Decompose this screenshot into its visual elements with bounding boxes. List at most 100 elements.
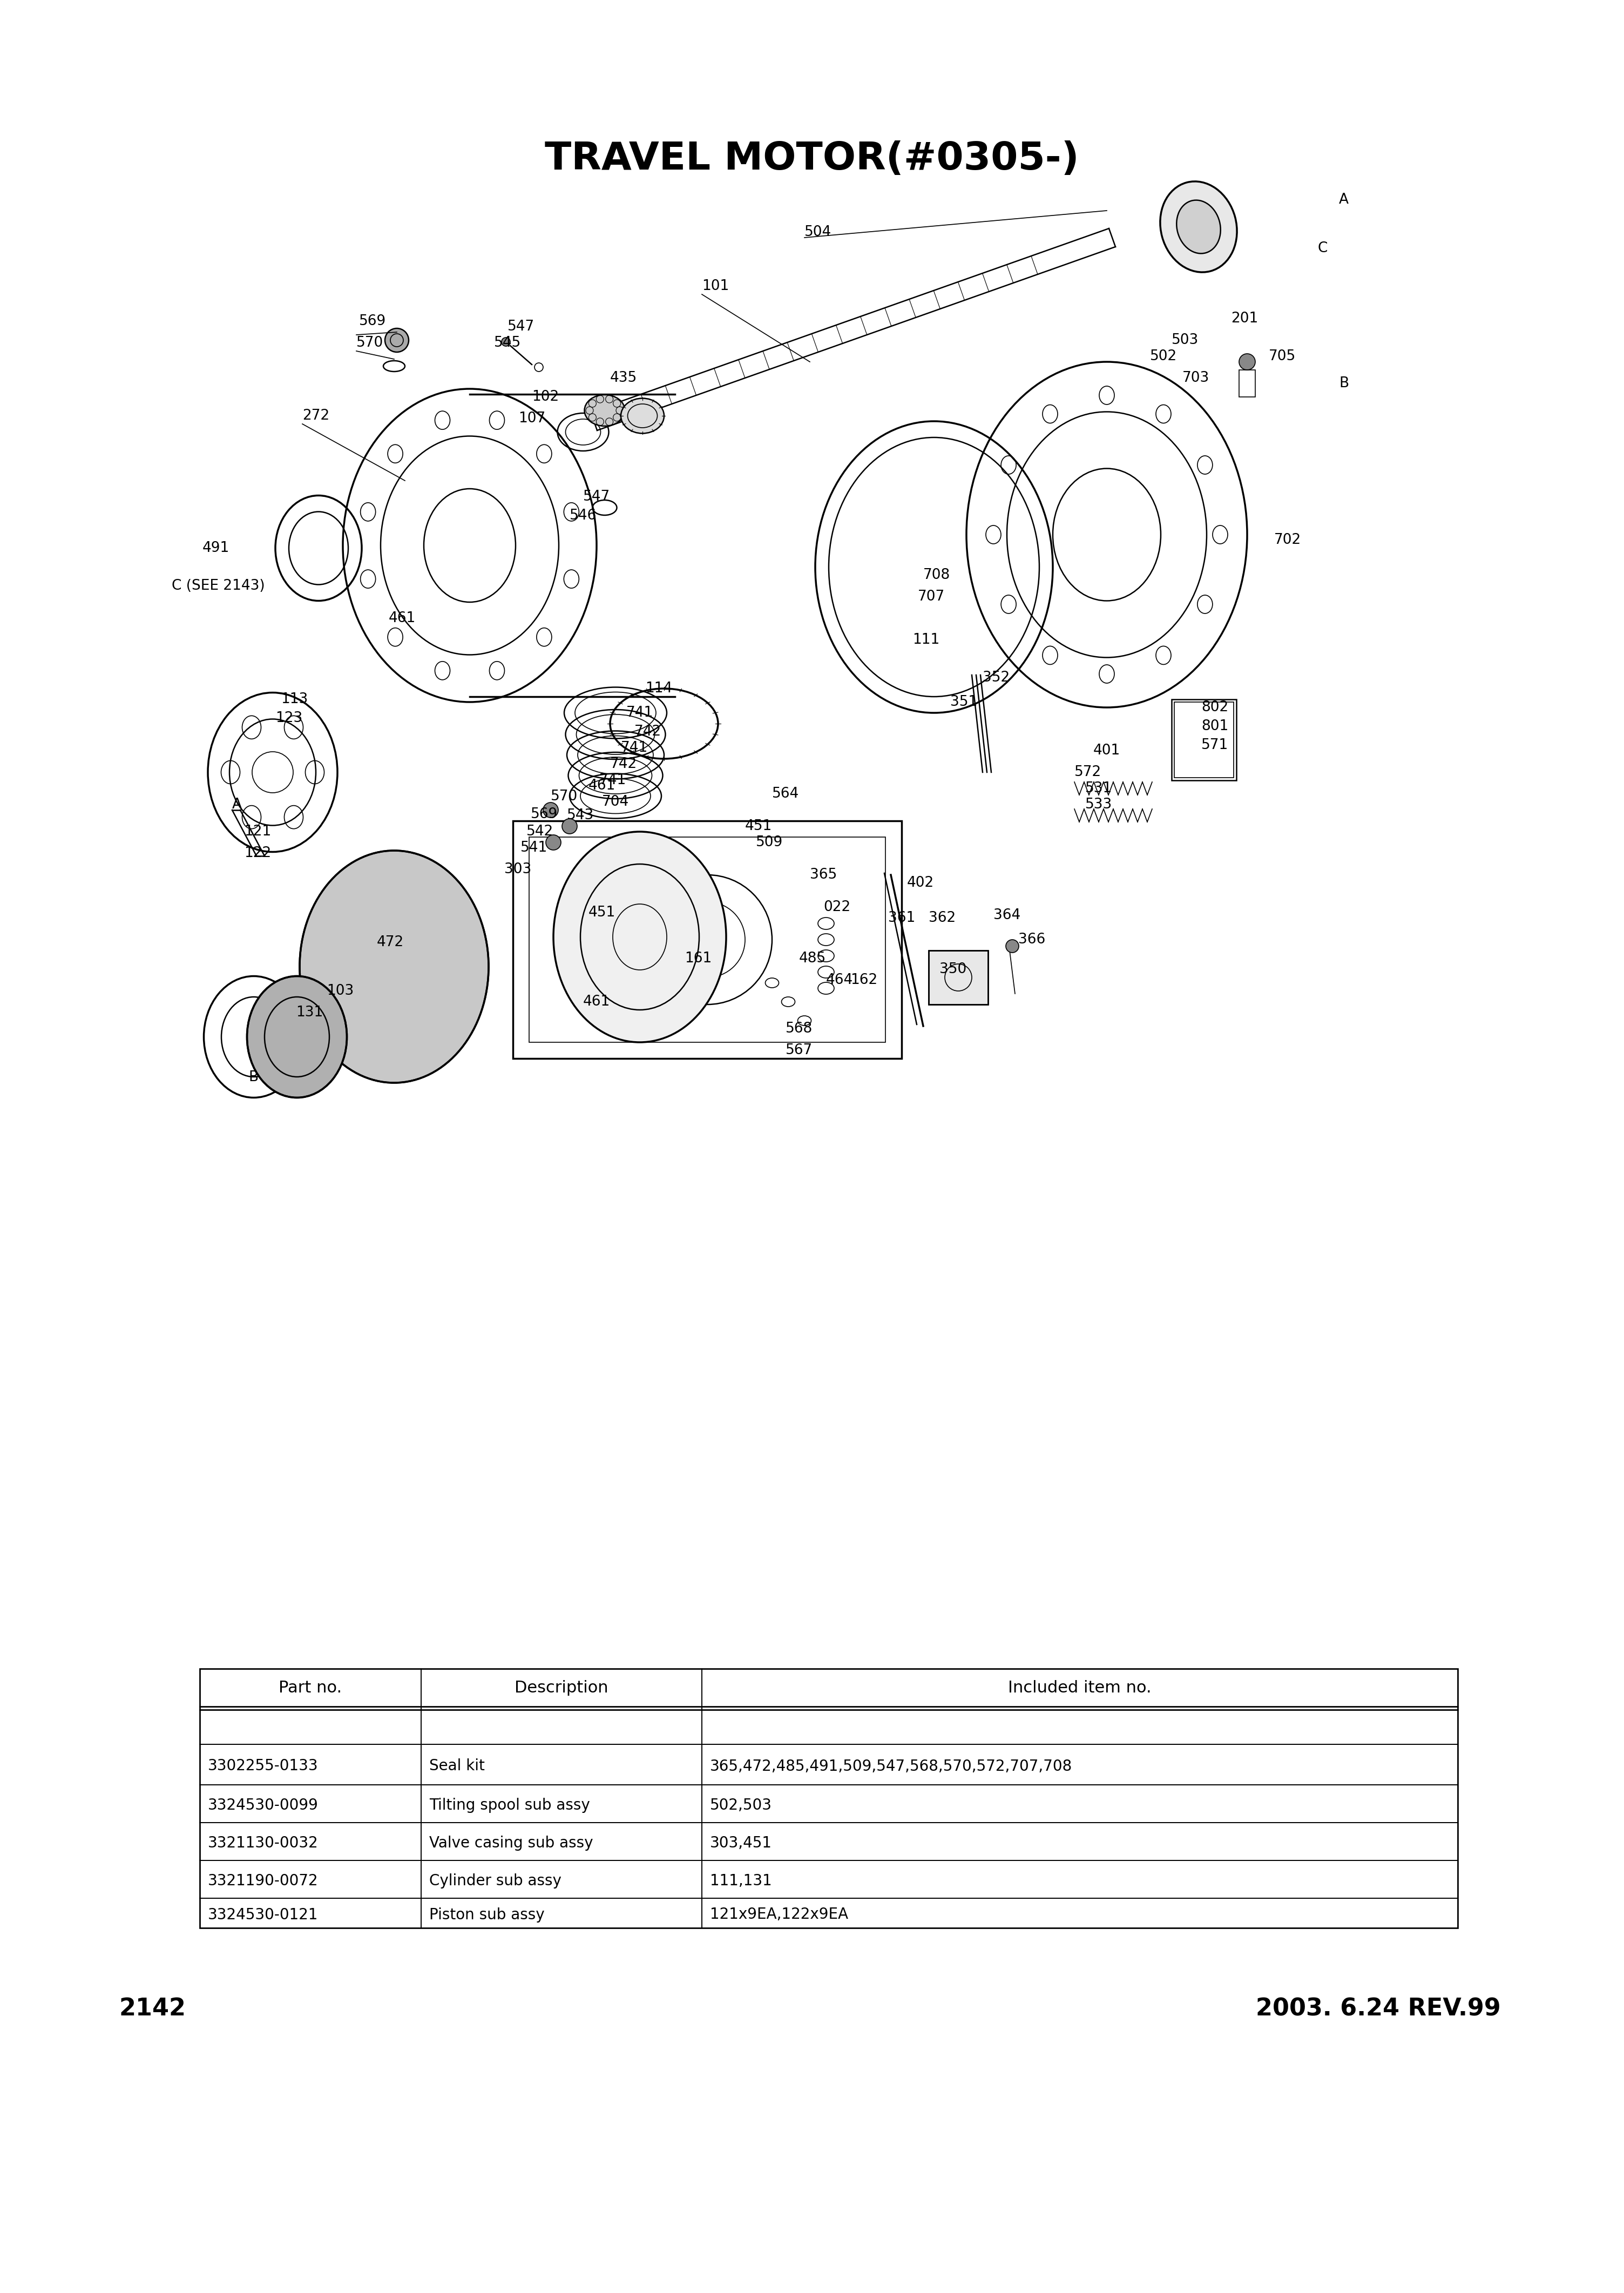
Bar <box>1171 699 1236 780</box>
Circle shape <box>502 337 510 346</box>
Text: 3302255-0133: 3302255-0133 <box>208 1759 318 1775</box>
Text: 114: 114 <box>645 681 672 695</box>
Ellipse shape <box>1160 181 1237 273</box>
Text: 741: 741 <box>599 773 627 786</box>
Text: 366: 366 <box>1018 933 1046 947</box>
Text: 102: 102 <box>531 390 559 404</box>
Text: C: C <box>1317 241 1327 255</box>
Text: 541: 541 <box>520 842 547 855</box>
Text: 451: 451 <box>745 819 771 832</box>
Text: 350: 350 <box>939 963 966 977</box>
Text: 570: 570 <box>356 335 383 351</box>
Text: A: A <box>1338 193 1348 206</box>
Text: 461: 461 <box>588 780 615 793</box>
Text: 704: 704 <box>603 796 628 809</box>
Text: 451: 451 <box>588 906 615 919</box>
Text: 567: 567 <box>786 1043 812 1057</box>
Text: 485: 485 <box>799 952 827 965</box>
Bar <box>1239 369 1255 397</box>
Circle shape <box>542 803 559 819</box>
Text: 802: 802 <box>1202 699 1228 715</box>
Text: 111,131: 111,131 <box>710 1873 771 1889</box>
Text: 464: 464 <box>827 972 853 988</box>
Text: 741: 741 <box>620 741 648 754</box>
Text: 365: 365 <box>810 867 836 883</box>
Text: 103: 103 <box>326 984 354 997</box>
Text: 022: 022 <box>823 901 851 915</box>
Text: 533: 533 <box>1085 798 1112 812</box>
Text: 122: 122 <box>244 846 271 860</box>
Ellipse shape <box>208 692 338 853</box>
Text: 461: 461 <box>388 612 416 626</box>
Text: 545: 545 <box>494 335 521 351</box>
Text: 472: 472 <box>377 936 404 949</box>
Text: 272: 272 <box>302 408 330 422</box>
Bar <box>1174 702 1234 777</box>
Text: 531: 531 <box>1085 782 1112 796</box>
Text: 707: 707 <box>918 589 945 603</box>
Text: 123: 123 <box>276 711 302 725</box>
Ellipse shape <box>620 399 664 433</box>
Text: TRAVEL MOTOR(#0305-): TRAVEL MOTOR(#0305-) <box>544 140 1080 179</box>
Text: 741: 741 <box>627 706 653 720</box>
Text: Tilting spool sub assy: Tilting spool sub assy <box>429 1798 590 1814</box>
Text: 491: 491 <box>203 541 229 555</box>
Text: Part no.: Part no. <box>279 1681 343 1695</box>
Text: 547: 547 <box>583 491 611 504</box>
Text: 365,472,485,491,509,547,568,570,572,707,708: 365,472,485,491,509,547,568,570,572,707,… <box>710 1759 1072 1775</box>
Ellipse shape <box>300 851 489 1082</box>
Text: 435: 435 <box>611 371 637 385</box>
Text: Valve casing sub assy: Valve casing sub assy <box>429 1837 593 1850</box>
Text: 742: 742 <box>611 757 637 770</box>
Text: 111: 111 <box>913 633 940 647</box>
Text: 547: 547 <box>507 319 534 335</box>
Text: B: B <box>1338 376 1348 390</box>
Text: 121x9EA,122x9EA: 121x9EA,122x9EA <box>710 1908 848 1922</box>
Text: A: A <box>232 798 242 812</box>
Bar <box>929 952 987 1004</box>
Bar <box>513 821 901 1059</box>
Text: Included item no.: Included item no. <box>1009 1681 1151 1695</box>
Text: 161: 161 <box>685 952 711 965</box>
Circle shape <box>562 819 577 835</box>
Text: 362: 362 <box>929 910 957 924</box>
Text: 3321130-0032: 3321130-0032 <box>208 1837 318 1850</box>
Circle shape <box>1239 353 1255 369</box>
Text: Description: Description <box>515 1681 609 1695</box>
Text: 352: 352 <box>983 672 1010 686</box>
Ellipse shape <box>585 394 625 426</box>
Text: 107: 107 <box>518 410 546 426</box>
Text: 570: 570 <box>551 789 578 803</box>
Text: 801: 801 <box>1202 720 1228 734</box>
Text: 113: 113 <box>281 692 309 706</box>
Text: 131: 131 <box>296 1007 323 1020</box>
Bar <box>200 1669 1458 1928</box>
Text: 502,503: 502,503 <box>710 1798 771 1814</box>
Text: 303: 303 <box>505 862 531 876</box>
Text: 2003. 6.24 REV.99: 2003. 6.24 REV.99 <box>1255 1997 1501 2020</box>
Text: 3324530-0099: 3324530-0099 <box>208 1798 318 1814</box>
Ellipse shape <box>1176 199 1221 255</box>
Text: Seal kit: Seal kit <box>429 1759 484 1775</box>
Text: 572: 572 <box>1075 766 1101 780</box>
Text: 201: 201 <box>1231 312 1259 326</box>
Ellipse shape <box>343 390 596 702</box>
Text: 568: 568 <box>786 1023 812 1036</box>
Ellipse shape <box>554 832 726 1043</box>
Text: 162: 162 <box>851 972 877 988</box>
Text: 402: 402 <box>908 876 934 890</box>
Text: B: B <box>248 1071 258 1085</box>
Ellipse shape <box>247 977 348 1098</box>
Text: 708: 708 <box>922 569 950 582</box>
Ellipse shape <box>966 362 1247 709</box>
Circle shape <box>385 328 409 353</box>
Text: 3324530-0121: 3324530-0121 <box>208 1908 318 1922</box>
Text: 2142: 2142 <box>119 1997 185 2020</box>
Text: Cylinder sub assy: Cylinder sub assy <box>429 1873 562 1889</box>
Text: 509: 509 <box>755 835 783 848</box>
Bar <box>529 837 885 1043</box>
Text: 569: 569 <box>359 314 387 328</box>
Text: 569: 569 <box>531 807 559 821</box>
Text: 742: 742 <box>635 725 661 738</box>
Text: C (SEE 2143): C (SEE 2143) <box>172 578 265 594</box>
